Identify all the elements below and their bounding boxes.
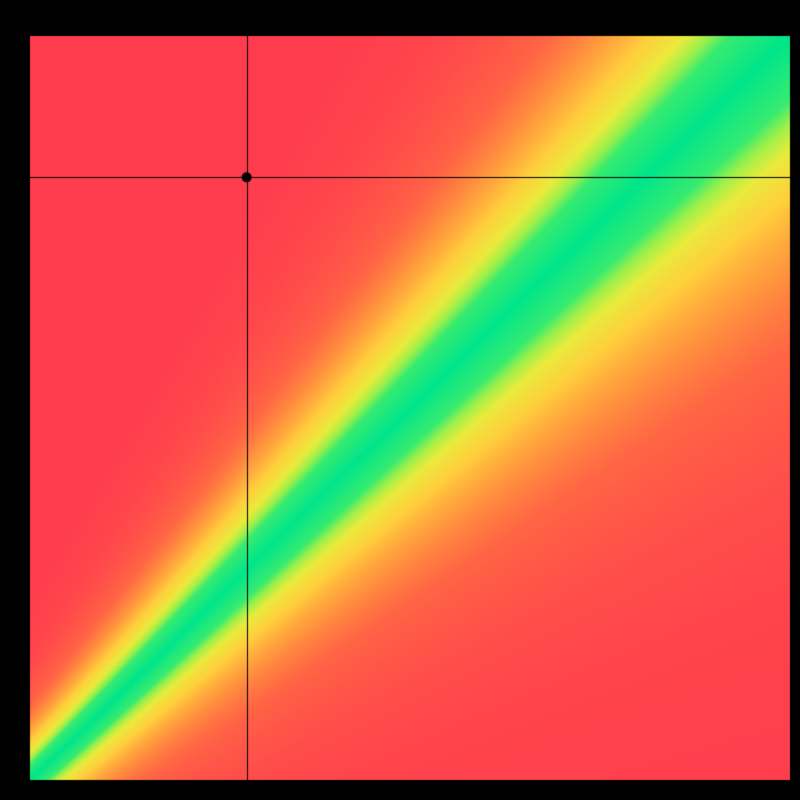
bottleneck-heatmap	[0, 0, 800, 800]
chart-container: TheBottleneck.com	[0, 0, 800, 800]
